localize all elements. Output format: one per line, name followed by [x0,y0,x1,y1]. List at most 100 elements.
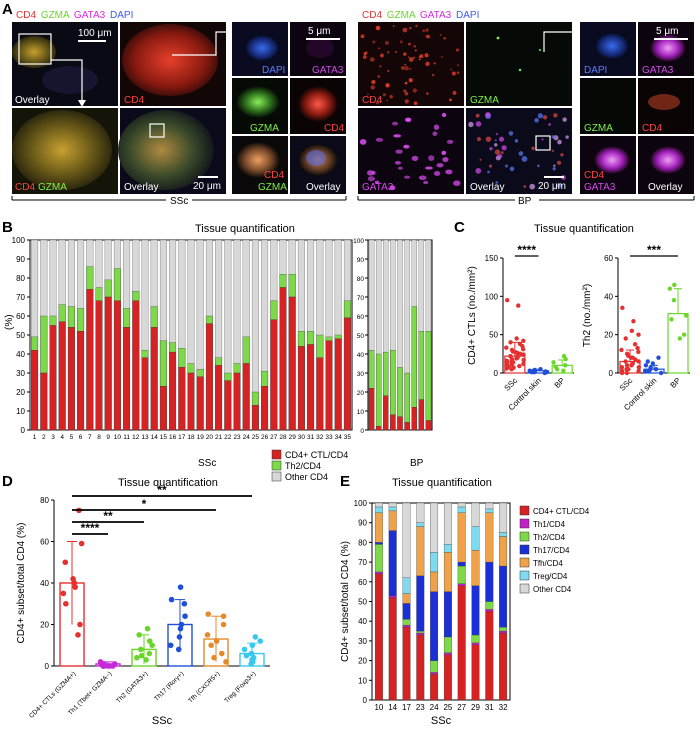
channel-gzma-label: GZMA [41,10,70,21]
legend-swatch-th2 [271,460,282,471]
bar-ctl [425,420,432,431]
chartC2-point [619,370,625,376]
panel-b-xtick-label: 26 [261,434,269,441]
panel-e-bar-segment [388,595,397,598]
panel-e-bar-segment [499,630,508,634]
panel-b-bp-ytick-label: 30 [357,371,365,378]
panel-e-title: Tissue quantification [392,477,492,489]
panel-d-point [177,584,184,590]
panel-d-point [176,634,183,640]
chartC1-point [514,356,519,361]
panel-e-xtick-label: 32 [499,703,508,712]
bar-ctl [49,325,57,431]
panel-b-xtick-label: 30 [298,434,306,441]
bar-th2 [404,372,410,423]
panel-e-bar-segment [416,522,425,527]
bar-ctl [196,376,204,431]
bar-ctl [404,422,410,431]
panel-b-xtick-label: 8 [97,434,101,441]
legend-swatch-ctl [271,449,282,460]
bar-th2 [132,291,140,301]
panel-e-legend-label: Th17/CD4 [533,546,570,555]
chartC2-point [669,317,674,322]
panel-d-point [177,625,184,632]
panel-e-ytick-label: 30 [358,637,367,646]
ssc-overlay-tissue-region [12,36,56,68]
panel-d-ytick-label: 60 [40,538,49,547]
chartC1-point [554,366,560,372]
chartC1-ytick-label: 150 [485,254,499,263]
bar-ctl [297,346,305,431]
panel-b-xtick-label: 21 [215,434,223,441]
chartC2-point [636,368,641,374]
panel-d-point [62,559,69,566]
bar-th2 [261,370,269,387]
panel-d-point [211,654,217,661]
ssc-tile-overlay2-label: Overlay [124,182,158,193]
bar-th2 [205,315,213,324]
panel-b-bp-ytick-label: 40 [357,352,365,359]
panel-e-xtick-label: 31 [485,703,494,712]
panel-d-point [75,632,81,638]
bar-ctl [375,426,382,431]
bp-tile-gata3-label: GATA3 [362,182,394,193]
panel-e-legend-label: Tfh/CD4 [533,559,563,568]
panel-e-bar-segment [374,542,383,545]
chartC2-point [619,365,625,370]
panel-d-point [243,652,250,659]
bar-th2 [316,334,324,358]
panel-e-bar-segment [471,502,480,527]
panel-d-ytick-label: 80 [40,496,49,505]
bp-scale-zoom-label: 5 μm [656,26,678,37]
bar-th2 [418,331,425,400]
panel-b-xtick-label: 5 [70,434,74,441]
panel-e-bar-segment [457,512,466,563]
bar-ctl [334,338,342,431]
panel-e-xtick-label: 27 [457,703,466,712]
panel-d-point [167,642,174,649]
bar-ctl [77,331,85,431]
panel-e-legend-label: Other CD4 [533,585,572,594]
panel-e-bar-segment [457,585,466,701]
panel-d-ytick-label: 0 [45,662,50,671]
panel-e-bar-segment [430,660,439,673]
chartC2-point [656,355,661,360]
bar-th2 [187,363,195,374]
panel-b-xtick-label: 6 [79,434,83,441]
channel-gata3-label: GATA3 [74,10,106,21]
panel-e-xlabel: SSc [431,715,452,727]
bar-ctl [307,344,315,431]
chartC2-point [633,357,638,362]
bp-tile-cd4-label: CD4 [362,95,382,106]
panel-d-ytick-label: 20 [40,621,49,630]
panel-d-point [72,584,78,590]
channel-cd4-label: CD4 [16,10,36,21]
ssc-zoom-dapi-label: DAPI [262,65,285,76]
chartC2-point [643,363,649,368]
chartC2-point [624,363,630,368]
panel-e-ytick-label: 0 [363,696,368,705]
panel-e-bar-segment [430,591,439,661]
bar-th2 [343,300,351,319]
panel-e-bar-segment [471,642,480,645]
panel-e-bar-segment [430,674,439,701]
panel-e-legend: CD4+ CTL/CD4 Th1/CD4 Th2/CD4 Th17/CD4 Tfh/CD… [519,505,590,594]
panel-b-xtick-label: 22 [224,434,232,441]
chartC2-ylabel: Th2 (no./mm²) [582,284,593,347]
bar-ctl [288,296,296,431]
bar-th2 [425,331,432,421]
bar-th2 [288,274,296,298]
panel-e-bar-segment [402,502,411,579]
ssc-tile-cd4-label: CD4 [124,95,144,106]
panel-e-bar-segment [374,506,383,514]
panel-d-point [143,656,149,663]
chartC1-point [538,366,543,372]
panel-e-bar-segment [443,552,452,592]
bar-th2 [390,350,396,415]
chartC1-point [563,357,568,362]
panel-d-point [213,638,220,644]
panel-e-bar-segment [443,636,452,653]
panel-e-bar-segment [388,597,397,701]
panel-b-ytick-label: 80 [16,274,25,283]
